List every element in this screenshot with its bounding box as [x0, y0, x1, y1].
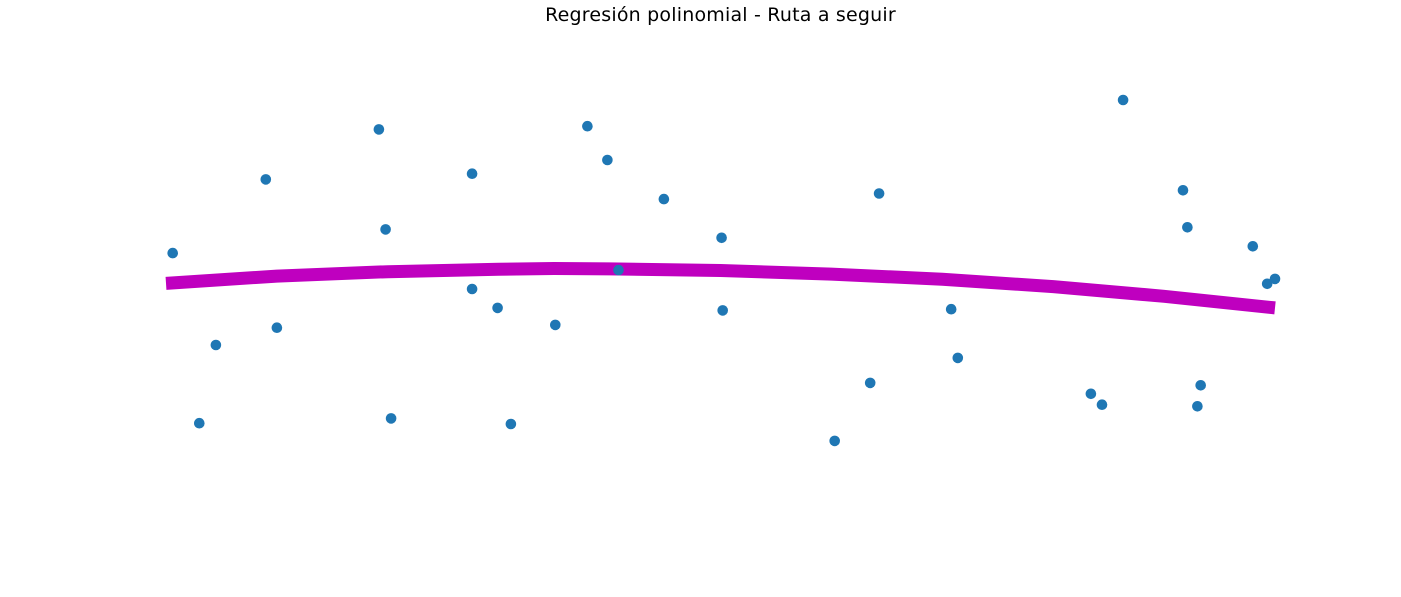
data-point-4	[260, 174, 272, 185]
data-point-18	[716, 232, 727, 244]
data-point-33	[1261, 278, 1273, 290]
data-point-20	[829, 435, 840, 447]
data-point-28	[1177, 185, 1189, 196]
data-point-13	[550, 319, 561, 331]
chart-title: Regresión polinomial - Ruta a seguir	[545, 4, 896, 26]
data-point-3	[210, 339, 222, 351]
data-point-8	[385, 413, 397, 424]
data-point-12	[505, 418, 517, 430]
data-point-16	[613, 264, 624, 276]
data-points-layer	[167, 94, 1281, 447]
data-point-27	[1117, 94, 1129, 106]
data-point-6	[373, 124, 385, 135]
data-point-7	[380, 224, 391, 235]
data-point-24	[952, 352, 964, 364]
data-point-26	[1096, 399, 1108, 411]
data-point-31	[1195, 380, 1206, 391]
data-point-14	[582, 120, 593, 132]
data-point-1	[167, 247, 178, 259]
data-point-23	[945, 303, 957, 315]
data-point-17	[658, 193, 670, 205]
data-point-15	[602, 154, 613, 166]
data-point-34	[1269, 273, 1281, 285]
data-point-32	[1247, 241, 1259, 252]
data-point-2	[194, 417, 205, 429]
data-point-19	[717, 305, 728, 316]
data-point-9	[466, 283, 478, 295]
data-point-5	[271, 322, 283, 334]
data-point-29	[1182, 222, 1193, 233]
regression-line-layer	[165, 262, 1276, 315]
data-point-10	[466, 168, 478, 179]
data-point-11	[492, 302, 503, 314]
regression-curve	[165, 262, 1276, 315]
data-point-22	[873, 188, 885, 199]
data-point-25	[1085, 388, 1097, 400]
data-point-30	[1192, 401, 1203, 412]
data-point-21	[864, 377, 876, 389]
